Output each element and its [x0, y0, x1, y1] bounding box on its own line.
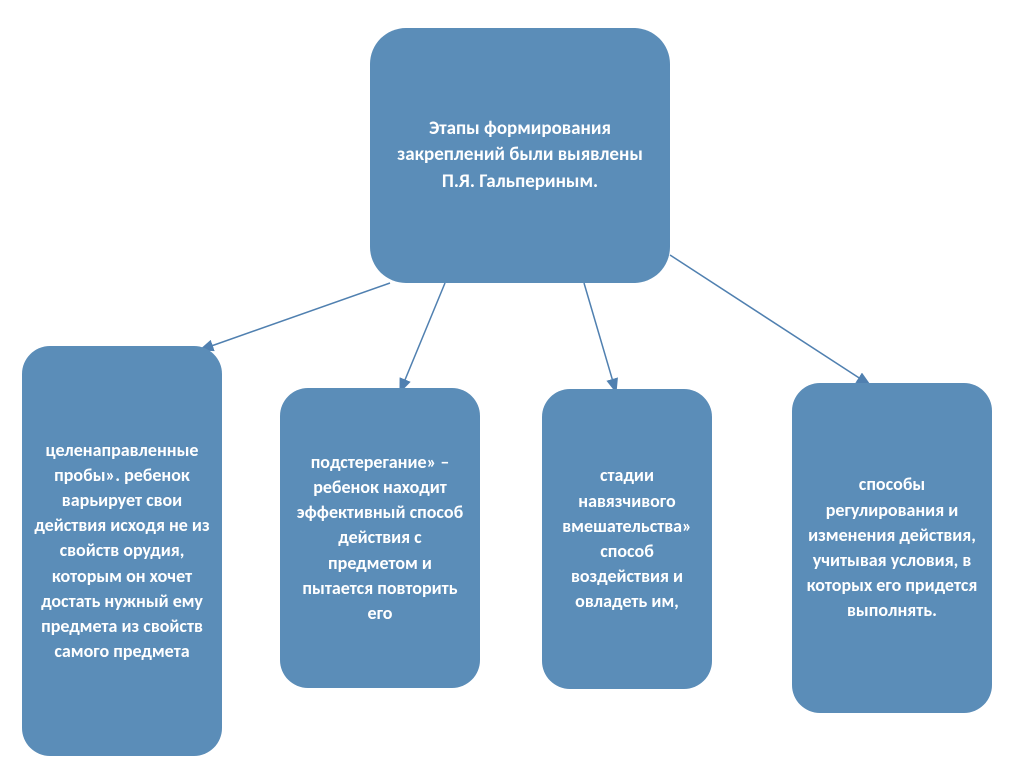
- child-node-2-text: стадии навязчивого вмешательства» способ…: [554, 463, 700, 614]
- child-node-3-text: способы регулирования и изменения действ…: [804, 472, 980, 623]
- root-node: Этапы формирования закреплений были выяв…: [370, 28, 670, 283]
- arrow-0: [200, 283, 390, 350]
- root-node-text: Этапы формирования закреплений были выяв…: [382, 116, 658, 196]
- child-node-2: стадии навязчивого вмешательства» способ…: [542, 389, 712, 689]
- child-node-0-text: целенаправленные пробы». ребенок варьиру…: [34, 438, 210, 665]
- child-node-0: целенаправленные пробы». ребенок варьиру…: [22, 346, 222, 756]
- arrow-1: [400, 283, 445, 392]
- child-node-1: подстерегание» – ребенок находит эффекти…: [280, 388, 480, 688]
- arrow-2: [584, 283, 616, 392]
- child-node-3: способы регулирования и изменения действ…: [792, 383, 992, 713]
- arrow-3: [670, 255, 870, 385]
- child-node-1-text: подстерегание» – ребенок находит эффекти…: [292, 450, 468, 626]
